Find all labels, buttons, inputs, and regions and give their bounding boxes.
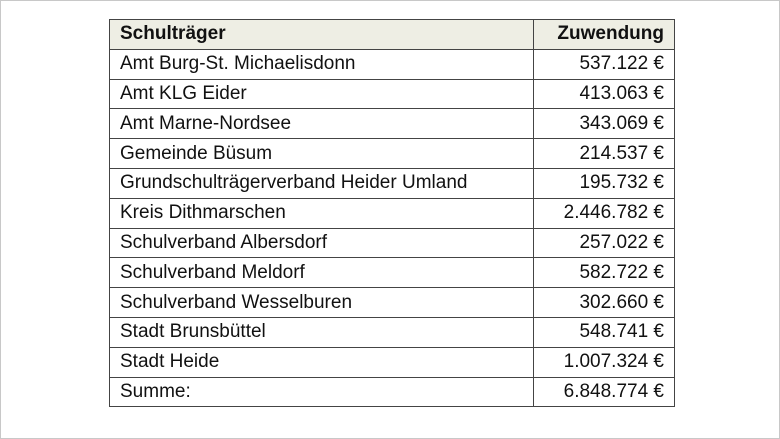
row-amount: 302.660 € [533, 287, 675, 318]
table-row: Amt KLG Eider 413.063 € [109, 78, 675, 110]
row-name: Grundschulträgerverband Heider Umland [109, 167, 534, 199]
table-row: Schulverband Albersdorf 257.022 € [109, 227, 675, 259]
header-allocation: Zuwendung [533, 19, 675, 50]
row-name: Stadt Heide [109, 346, 534, 378]
row-name: Amt KLG Eider [109, 78, 534, 110]
row-name: Amt Marne-Nordsee [109, 108, 534, 140]
row-amount: 537.122 € [533, 48, 675, 80]
row-name: Gemeinde Büsum [109, 138, 534, 169]
row-name: Schulverband Meldorf [109, 257, 534, 289]
total-label: Summe: [109, 376, 534, 408]
header-school-authority: Schulträger [109, 19, 534, 50]
row-amount: 214.537 € [533, 138, 675, 169]
table-row: Grundschulträgerverband Heider Umland 19… [109, 167, 675, 199]
row-name: Schulverband Albersdorf [109, 227, 534, 259]
row-amount: 2.446.782 € [533, 197, 675, 229]
row-amount: 582.722 € [533, 257, 675, 289]
funding-table: Schulträger Zuwendung Amt Burg-St. Micha… [109, 19, 675, 408]
table-row: Schulverband Meldorf 582.722 € [109, 257, 675, 289]
table-row: Kreis Dithmarschen 2.446.782 € [109, 197, 675, 229]
row-amount: 343.069 € [533, 108, 675, 140]
row-name: Amt Burg-St. Michaelisdonn [109, 48, 534, 80]
row-amount: 1.007.324 € [533, 346, 675, 378]
row-name: Kreis Dithmarschen [109, 197, 534, 229]
table-row: Stadt Brunsbüttel 548.741 € [109, 316, 675, 348]
table-row: Schulverband Wesselburen 302.660 € [109, 287, 675, 318]
table-row: Amt Burg-St. Michaelisdonn 537.122 € [109, 48, 675, 80]
row-amount: 548.741 € [533, 316, 675, 348]
row-amount: 195.732 € [533, 167, 675, 199]
total-amount: 6.848.774 € [533, 376, 675, 408]
table-row: Gemeinde Büsum 214.537 € [109, 138, 675, 169]
table-header-row: Schulträger Zuwendung [109, 19, 675, 50]
total-row: Summe: 6.848.774 € [109, 376, 675, 408]
table-row: Amt Marne-Nordsee 343.069 € [109, 108, 675, 140]
row-amount: 257.022 € [533, 227, 675, 259]
row-amount: 413.063 € [533, 78, 675, 110]
row-name: Stadt Brunsbüttel [109, 316, 534, 348]
row-name: Schulverband Wesselburen [109, 287, 534, 318]
table-row: Stadt Heide 1.007.324 € [109, 346, 675, 378]
